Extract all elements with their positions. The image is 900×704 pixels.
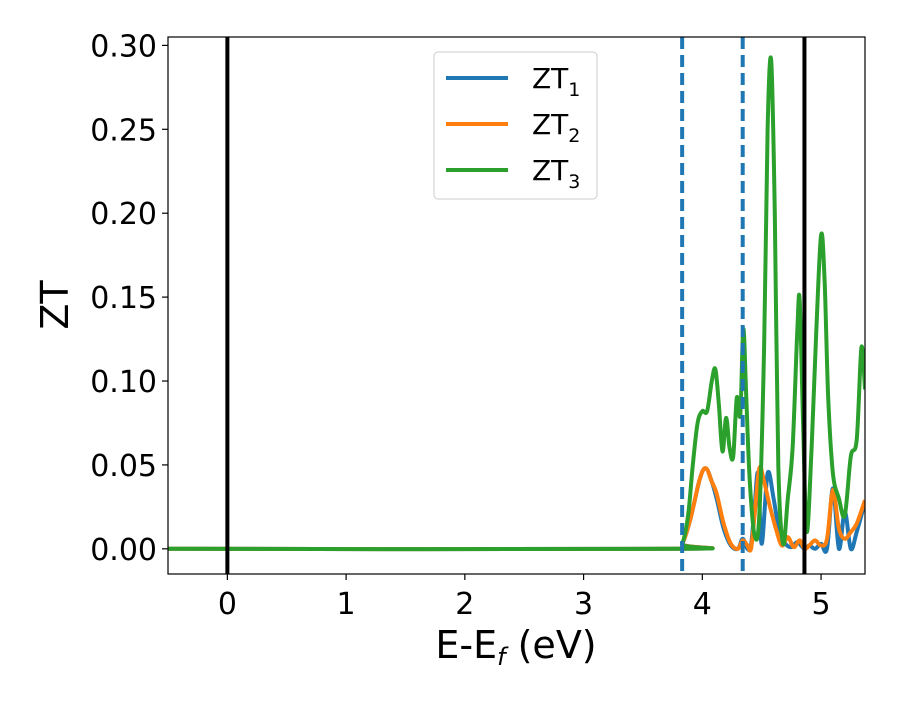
x-tick-label: 2: [455, 587, 474, 622]
x-axis-ticks: 0 1 2 3 4 5: [218, 574, 831, 622]
vertical-reference-lines: [225, 37, 807, 574]
y-tick-label: 0.25: [90, 113, 157, 148]
x-tick-label: 5: [812, 587, 831, 622]
x-tick-label: 0: [218, 587, 237, 622]
legend-label-zt2: ZT2: [532, 108, 580, 147]
x-tick-label: 1: [337, 587, 356, 622]
y-tick-label: 0.10: [90, 365, 157, 400]
x-axis-label-unit: (eV): [506, 623, 597, 667]
legend-label-zt1: ZT1: [532, 62, 580, 101]
y-tick-label: 0.15: [90, 281, 157, 316]
plot-area-frame: [167, 36, 866, 575]
y-tick-label: 0.00: [90, 533, 157, 568]
y-tick-label: 0.20: [90, 197, 157, 232]
y-tick-label: 0.30: [90, 29, 157, 64]
legend-label-zt3: ZT3: [532, 154, 580, 193]
series-line-zt3: [168, 55, 865, 552]
legend: ZT1 ZT2 ZT3: [433, 51, 598, 200]
x-axis-label-main: E-E: [435, 623, 497, 667]
y-axis-label: ZT: [33, 280, 77, 330]
x-axis-label: E-Ef (eV): [435, 623, 596, 671]
legend-items: ZT1 ZT2 ZT3: [446, 62, 580, 193]
y-axis-ticks: 0.00 0.05 0.10 0.15 0.20 0.25 0.30: [90, 29, 168, 568]
y-tick-label: 0.05: [90, 449, 157, 484]
x-tick-label: 3: [574, 587, 593, 622]
series-lines: [168, 55, 865, 554]
legend-box: [433, 51, 598, 200]
x-tick-label: 4: [693, 587, 712, 622]
